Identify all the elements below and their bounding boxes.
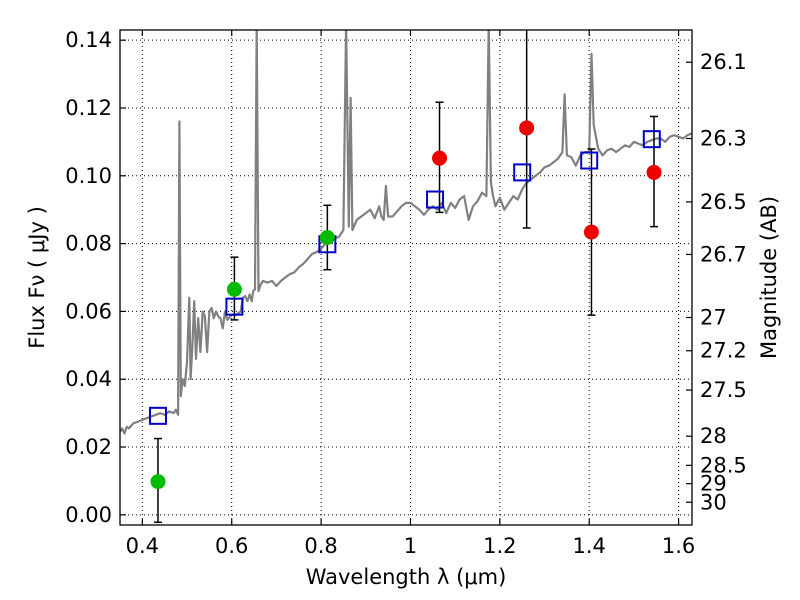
mag-tick-label: 26.3 (700, 126, 747, 150)
model-point-square (580, 151, 599, 170)
y-tick-label: 0.00 (65, 503, 112, 527)
observed-point-circle (432, 150, 448, 166)
mag-tick-label: 28 (700, 424, 727, 448)
model-point-square (642, 130, 661, 149)
x-tick-label: 0.8 (304, 534, 337, 558)
model-point-square (148, 406, 167, 425)
x-axis: 0.4 0.6 0.8 1 1.2 1.4 1.6 (126, 30, 695, 558)
y-tick-label: 0.14 (65, 28, 112, 52)
observed-point-circle (519, 120, 535, 136)
x-tick-label: 1 (404, 534, 417, 558)
marker-layer (148, 120, 662, 490)
observed-point-circle (319, 229, 335, 245)
x-tick-label: 0.4 (126, 534, 159, 558)
spectrum-layer (120, 30, 692, 435)
mag-tick-label: 26.5 (700, 190, 747, 214)
y-tick-label: 0.04 (65, 367, 112, 391)
y-tick-label: 0.08 (65, 232, 112, 256)
observed-point-circle (583, 224, 599, 240)
x-tick-label: 1.4 (573, 534, 606, 558)
model-point-square (225, 297, 244, 316)
y-tick-label: 0.06 (65, 299, 112, 323)
mag-tick-label: 27 (700, 306, 727, 330)
mag-tick-label: 27.2 (700, 339, 747, 363)
plot-area (120, 30, 692, 525)
y-tick-label: 0.02 (65, 435, 112, 459)
y-axis-left: 0.00 0.02 0.04 0.06 0.08 0.10 0.12 0.14 (65, 28, 126, 527)
observed-point-circle (226, 281, 242, 297)
x-tick-label: 0.6 (215, 534, 248, 558)
mag-tick-label: 29 (700, 472, 727, 496)
x-tick-label: 1.6 (662, 534, 695, 558)
grid-lines (120, 30, 692, 525)
plot-frame (119, 29, 693, 526)
mag-tick-label: 26.1 (700, 50, 747, 74)
mag-tick-label: 30 (700, 490, 727, 514)
y-tick-label: 0.12 (65, 96, 112, 120)
mag-tick-label: 27.5 (700, 378, 747, 402)
model-point-square (426, 190, 445, 209)
x-axis-label: Wavelength λ (μm) (306, 565, 507, 589)
y-axis-label-left: Flux Fν ( μJy ) (25, 206, 49, 349)
y-axis-label-right: Magnitude (AB) (757, 196, 781, 359)
y-tick-label: 0.10 (65, 164, 112, 188)
observed-point-circle (646, 164, 662, 180)
mag-tick-label: 28.5 (700, 453, 747, 477)
x-tick-label: 1.2 (483, 534, 516, 558)
model-point-square (513, 163, 532, 182)
mag-tick-label: 26.7 (700, 242, 747, 266)
spectrum-line (120, 30, 692, 435)
observed-point-circle (150, 474, 166, 490)
